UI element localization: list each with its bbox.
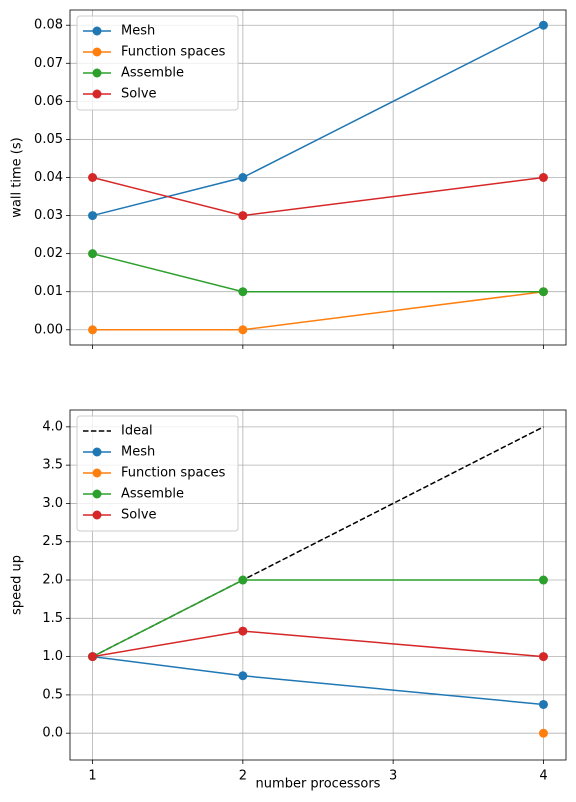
y-tick-label: 0.03 [34, 208, 63, 223]
data-point [88, 173, 98, 182]
data-point [238, 211, 248, 221]
y-tick-label: 0.0 [42, 726, 63, 741]
y-tick-label: 0.02 [34, 246, 63, 261]
legend-marker [92, 68, 102, 78]
legend-label: Solve [121, 508, 157, 523]
data-point [538, 20, 548, 30]
series-line [92, 655, 544, 706]
legend-label: Assemble [121, 66, 184, 81]
legend-marker [92, 468, 102, 478]
y-tick-label: 0.01 [34, 284, 63, 299]
data-point [538, 173, 548, 182]
y-tick-label: 0.00 [34, 322, 63, 337]
legend-marker [92, 47, 102, 57]
y-tick-label: 1.0 [42, 649, 63, 664]
data-point [238, 575, 248, 585]
y-tick-label: 2.0 [42, 573, 63, 588]
data-point [538, 287, 548, 297]
legend-label: Mesh [121, 24, 155, 39]
legend-marker [92, 510, 102, 520]
y-axis-label: wall time (s) [10, 137, 25, 217]
data-point [538, 575, 548, 585]
x-tick-label: 1 [88, 769, 96, 784]
series-line [92, 630, 544, 658]
legend-label: Solve [121, 87, 157, 102]
y-tick-label: 0.07 [34, 56, 63, 71]
legend-label: Mesh [121, 445, 155, 460]
legend-box [76, 15, 239, 111]
plot-frame [69, 409, 567, 761]
legend-marker [92, 26, 102, 36]
x-tick-label: 4 [539, 769, 547, 784]
legend-label: Function spaces [121, 45, 226, 60]
series-line [92, 252, 544, 293]
y-tick-label: 0.5 [42, 687, 63, 702]
legend-marker [92, 489, 102, 499]
data-point [238, 287, 248, 297]
legend-label: Assemble [121, 487, 184, 502]
legend-marker [92, 89, 102, 99]
data-point [88, 211, 98, 221]
x-tick-label: 2 [239, 769, 247, 784]
x-tick-label: 3 [389, 769, 397, 784]
plot-frame [69, 9, 567, 346]
y-tick-label: 0.06 [34, 94, 63, 109]
legend-label: Ideal [121, 424, 153, 439]
data-point [88, 249, 98, 259]
data-point [88, 652, 98, 662]
series-line [92, 176, 544, 217]
y-tick-label: 3.0 [42, 496, 63, 511]
y-tick-label: 1.5 [42, 611, 63, 626]
legend-box [76, 415, 239, 532]
x-axis-label: number processors [256, 777, 381, 792]
data-point [538, 728, 548, 738]
data-point [88, 325, 98, 335]
y-tick-label: 0.08 [34, 18, 63, 33]
data-point [238, 325, 248, 335]
legend-marker [92, 447, 102, 457]
y-tick-label: 0.05 [34, 132, 63, 147]
y-axis-label: speed up [10, 555, 25, 615]
data-point [238, 173, 248, 182]
data-point [538, 652, 548, 662]
legend-label: Function spaces [121, 466, 226, 481]
y-tick-label: 0.04 [34, 170, 63, 185]
y-tick-label: 2.5 [42, 534, 63, 549]
y-tick-label: 4.0 [42, 419, 63, 434]
y-tick-label: 3.5 [42, 458, 63, 473]
data-point [238, 671, 248, 681]
data-point [238, 626, 248, 636]
series-line [92, 290, 544, 331]
data-point [538, 699, 548, 709]
